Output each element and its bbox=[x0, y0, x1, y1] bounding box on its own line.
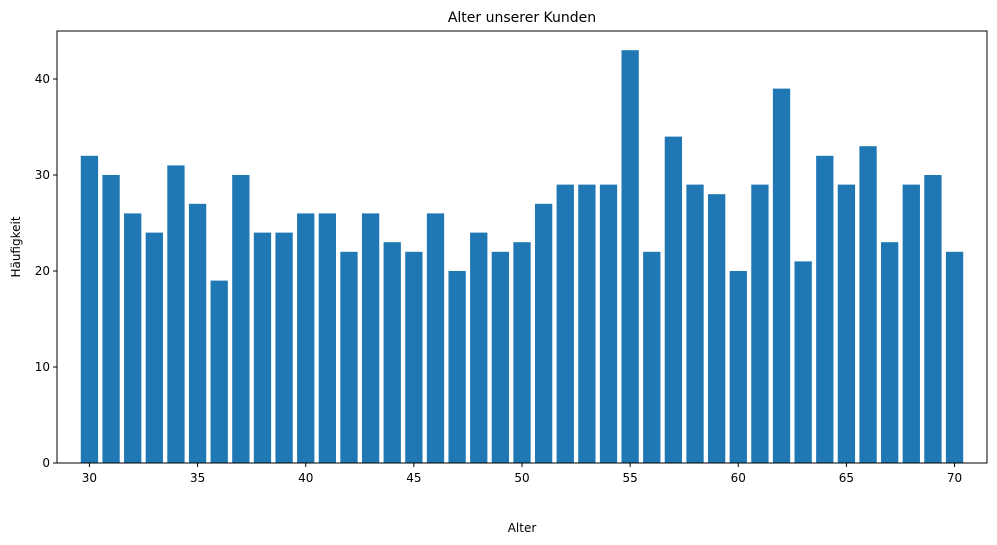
y-tick-label: 0 bbox=[42, 456, 50, 470]
x-axis-label: Alter bbox=[508, 521, 537, 535]
y-axis-label: Häufigkeit bbox=[9, 216, 23, 277]
bar-age-52 bbox=[556, 184, 574, 463]
bar-age-65 bbox=[837, 184, 856, 463]
y-tick-label: 10 bbox=[35, 360, 50, 374]
bar-age-63 bbox=[794, 261, 812, 463]
x-axis-ticks: 30 35 40 45 50 55 60 65 70 bbox=[82, 463, 962, 485]
bar-age-49 bbox=[491, 251, 510, 463]
x-tick-label: 30 bbox=[82, 471, 97, 485]
bar-age-61 bbox=[751, 184, 769, 463]
y-tick-label: 30 bbox=[35, 168, 50, 182]
bar-age-40 bbox=[297, 213, 315, 463]
bar-age-43 bbox=[361, 213, 380, 463]
bar-age-56 bbox=[643, 251, 661, 463]
x-tick-label: 70 bbox=[947, 471, 962, 485]
x-tick-label: 50 bbox=[514, 471, 529, 485]
bar-age-47 bbox=[448, 271, 466, 463]
bar-age-54 bbox=[599, 184, 618, 463]
x-tick-label: 60 bbox=[731, 471, 746, 485]
x-tick-label: 40 bbox=[298, 471, 313, 485]
bar-age-53 bbox=[578, 184, 596, 463]
bar-age-67 bbox=[881, 242, 899, 463]
bar-age-32 bbox=[124, 213, 142, 463]
bar-age-31 bbox=[102, 175, 120, 463]
y-tick-label: 20 bbox=[35, 264, 50, 278]
bar-age-36 bbox=[210, 280, 228, 463]
bar-age-50 bbox=[513, 242, 531, 463]
bar-age-41 bbox=[318, 213, 336, 463]
bar-age-59 bbox=[708, 194, 726, 463]
bar-age-66 bbox=[859, 146, 877, 463]
bar-age-35 bbox=[188, 203, 207, 464]
bar-age-51 bbox=[534, 203, 553, 464]
bar-age-34 bbox=[167, 165, 185, 463]
y-axis-ticks: 0 10 20 30 40 bbox=[35, 72, 57, 470]
bar-age-46 bbox=[426, 213, 445, 463]
bar-age-33 bbox=[145, 232, 163, 463]
x-tick-label: 55 bbox=[622, 471, 637, 485]
bar-age-68 bbox=[902, 184, 920, 463]
chart-title: Alter unserer Kunden bbox=[448, 10, 596, 26]
x-tick-label: 65 bbox=[839, 471, 854, 485]
bar-age-60 bbox=[729, 271, 747, 463]
bar-age-55 bbox=[621, 50, 639, 463]
bars-group bbox=[80, 50, 964, 464]
bar-age-58 bbox=[686, 184, 704, 463]
bar-age-42 bbox=[340, 251, 358, 463]
y-tick-label: 40 bbox=[35, 72, 50, 86]
x-tick-label: 45 bbox=[406, 471, 421, 485]
bar-age-30 bbox=[80, 155, 99, 464]
bar-age-48 bbox=[470, 232, 488, 463]
bar-age-37 bbox=[232, 175, 250, 463]
bar-age-44 bbox=[383, 242, 401, 463]
bar-age-45 bbox=[405, 251, 423, 463]
bar-age-62 bbox=[772, 88, 791, 463]
bar-age-70 bbox=[945, 251, 964, 463]
bar-age-38 bbox=[253, 232, 272, 463]
x-tick-label: 35 bbox=[190, 471, 205, 485]
bar-age-69 bbox=[924, 175, 942, 463]
bar-age-39 bbox=[275, 232, 293, 463]
bar-age-64 bbox=[816, 155, 834, 464]
bar-age-57 bbox=[664, 136, 683, 463]
